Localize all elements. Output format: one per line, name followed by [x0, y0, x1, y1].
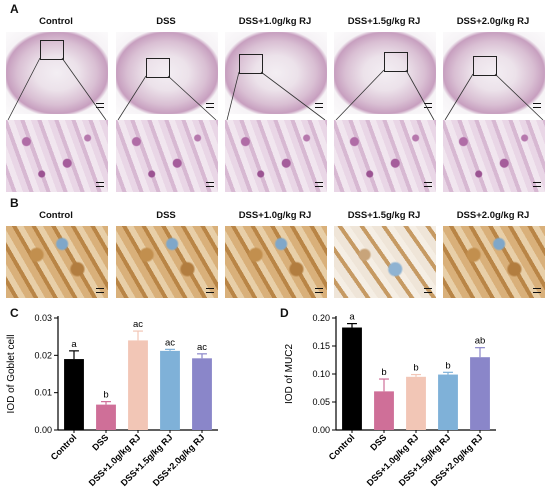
significance-letter: a: [349, 312, 355, 323]
y-axis-label: IOD of Goblet cell: [6, 335, 17, 414]
y-tick-label: 0.03: [34, 313, 52, 323]
scale-bar: [206, 103, 214, 108]
scale-bar: [206, 288, 214, 293]
panel-letter-b: B: [10, 196, 19, 210]
scale-bar: [96, 288, 104, 293]
he-highmag-control: [6, 120, 108, 192]
he-highmag-rj1: [225, 120, 327, 192]
x-tick-label: DSS: [368, 432, 388, 452]
column-label-dss-a: DSS: [156, 16, 176, 27]
bar-1: [374, 391, 394, 430]
significance-letter: b: [445, 360, 450, 371]
column-label-rj2-a: DSS+2.0g/kg RJ: [456, 16, 530, 27]
y-tick-label: 0.15: [312, 341, 330, 351]
significance-letter: ac: [165, 337, 175, 348]
y-tick-label: 0.02: [34, 350, 52, 360]
scale-bar: [424, 182, 432, 187]
scale-bar: [533, 288, 541, 293]
column-label-dss-b: DSS: [156, 210, 176, 221]
column-label-rj15-a: DSS+1.5g/kg RJ: [347, 16, 421, 27]
zoom-connectors: [7, 57, 544, 121]
bar-4: [192, 358, 212, 430]
panel-letter-a: A: [10, 2, 19, 16]
bar-0: [342, 327, 362, 430]
scale-bar: [315, 103, 323, 108]
he-highmag-dss: [116, 120, 218, 192]
ihc-rj1: [225, 226, 327, 298]
panel-letter-d: D: [280, 306, 289, 320]
x-tick-label: DSS: [90, 432, 110, 452]
y-tick-label: 0.20: [312, 313, 330, 323]
scale-bar: [533, 182, 541, 187]
he-lowmag-rj1: [225, 32, 327, 114]
y-tick-label: 0.00: [34, 425, 52, 435]
he-lowmag-control: [6, 32, 108, 114]
scale-bar: [315, 288, 323, 293]
bar-3: [438, 374, 458, 430]
significance-letter: b: [103, 390, 108, 401]
bar-1: [96, 404, 116, 430]
column-label-control-a: Control: [39, 16, 73, 27]
significance-letter: b: [413, 363, 418, 374]
panel-letter-c: C: [10, 306, 19, 320]
x-tick-label: Control: [49, 432, 79, 462]
column-label-rj1-b: DSS+1.0g/kg RJ: [238, 210, 312, 221]
y-tick-label: 0.01: [34, 388, 52, 398]
significance-letter: ac: [133, 319, 143, 330]
muc2-bar-chart: IOD of MUC2 0.00 0.05 0.10 0.15 0.20 a Control b…: [284, 312, 496, 488]
y-tick-label: 0.00: [312, 425, 330, 435]
scale-bar: [424, 103, 432, 108]
he-lowmag-dss: [116, 32, 218, 114]
y-axis-label: IOD of MUC2: [284, 344, 295, 404]
column-label-control-b: Control: [39, 210, 73, 221]
bar-4: [470, 357, 490, 430]
y-tick-label: 0.10: [312, 369, 330, 379]
column-label-rj2-b: DSS+2.0g/kg RJ: [456, 210, 530, 221]
zoom-box: [473, 56, 497, 76]
significance-letter: ac: [197, 342, 207, 353]
y-tick-label: 0.05: [312, 397, 330, 407]
bar-0: [64, 359, 84, 430]
scale-bar: [96, 103, 104, 108]
he-lowmag-rj2: [443, 32, 545, 114]
bar-2: [406, 376, 426, 430]
zoom-box: [384, 52, 408, 72]
scale-bar: [315, 182, 323, 187]
column-label-rj1-a: DSS+1.0g/kg RJ: [238, 16, 312, 27]
x-tick-label: Control: [327, 432, 357, 462]
ihc-dss: [116, 226, 218, 298]
goblet-cell-bar-chart: IOD of Goblet cell 0.00 0.01 0.02 0.03 a Contr…: [6, 313, 218, 488]
significance-letter: a: [71, 339, 77, 350]
ihc-rj15: [334, 226, 436, 298]
scale-bar: [96, 182, 104, 187]
bar-3: [160, 350, 180, 430]
bar-2: [128, 340, 148, 430]
zoom-box: [239, 54, 263, 74]
ihc-control: [6, 226, 108, 298]
significance-letter: ab: [475, 336, 486, 347]
scale-bar: [533, 103, 541, 108]
column-label-rj15-b: DSS+1.5g/kg RJ: [347, 210, 421, 221]
significance-letter: b: [381, 367, 386, 378]
scale-bar: [424, 288, 432, 293]
he-lowmag-rj15: [334, 32, 436, 114]
zoom-box: [146, 58, 170, 78]
ihc-rj2: [443, 226, 545, 298]
scale-bar: [206, 182, 214, 187]
zoom-box: [40, 40, 64, 60]
he-highmag-rj2: [443, 120, 545, 192]
he-highmag-rj15: [334, 120, 436, 192]
